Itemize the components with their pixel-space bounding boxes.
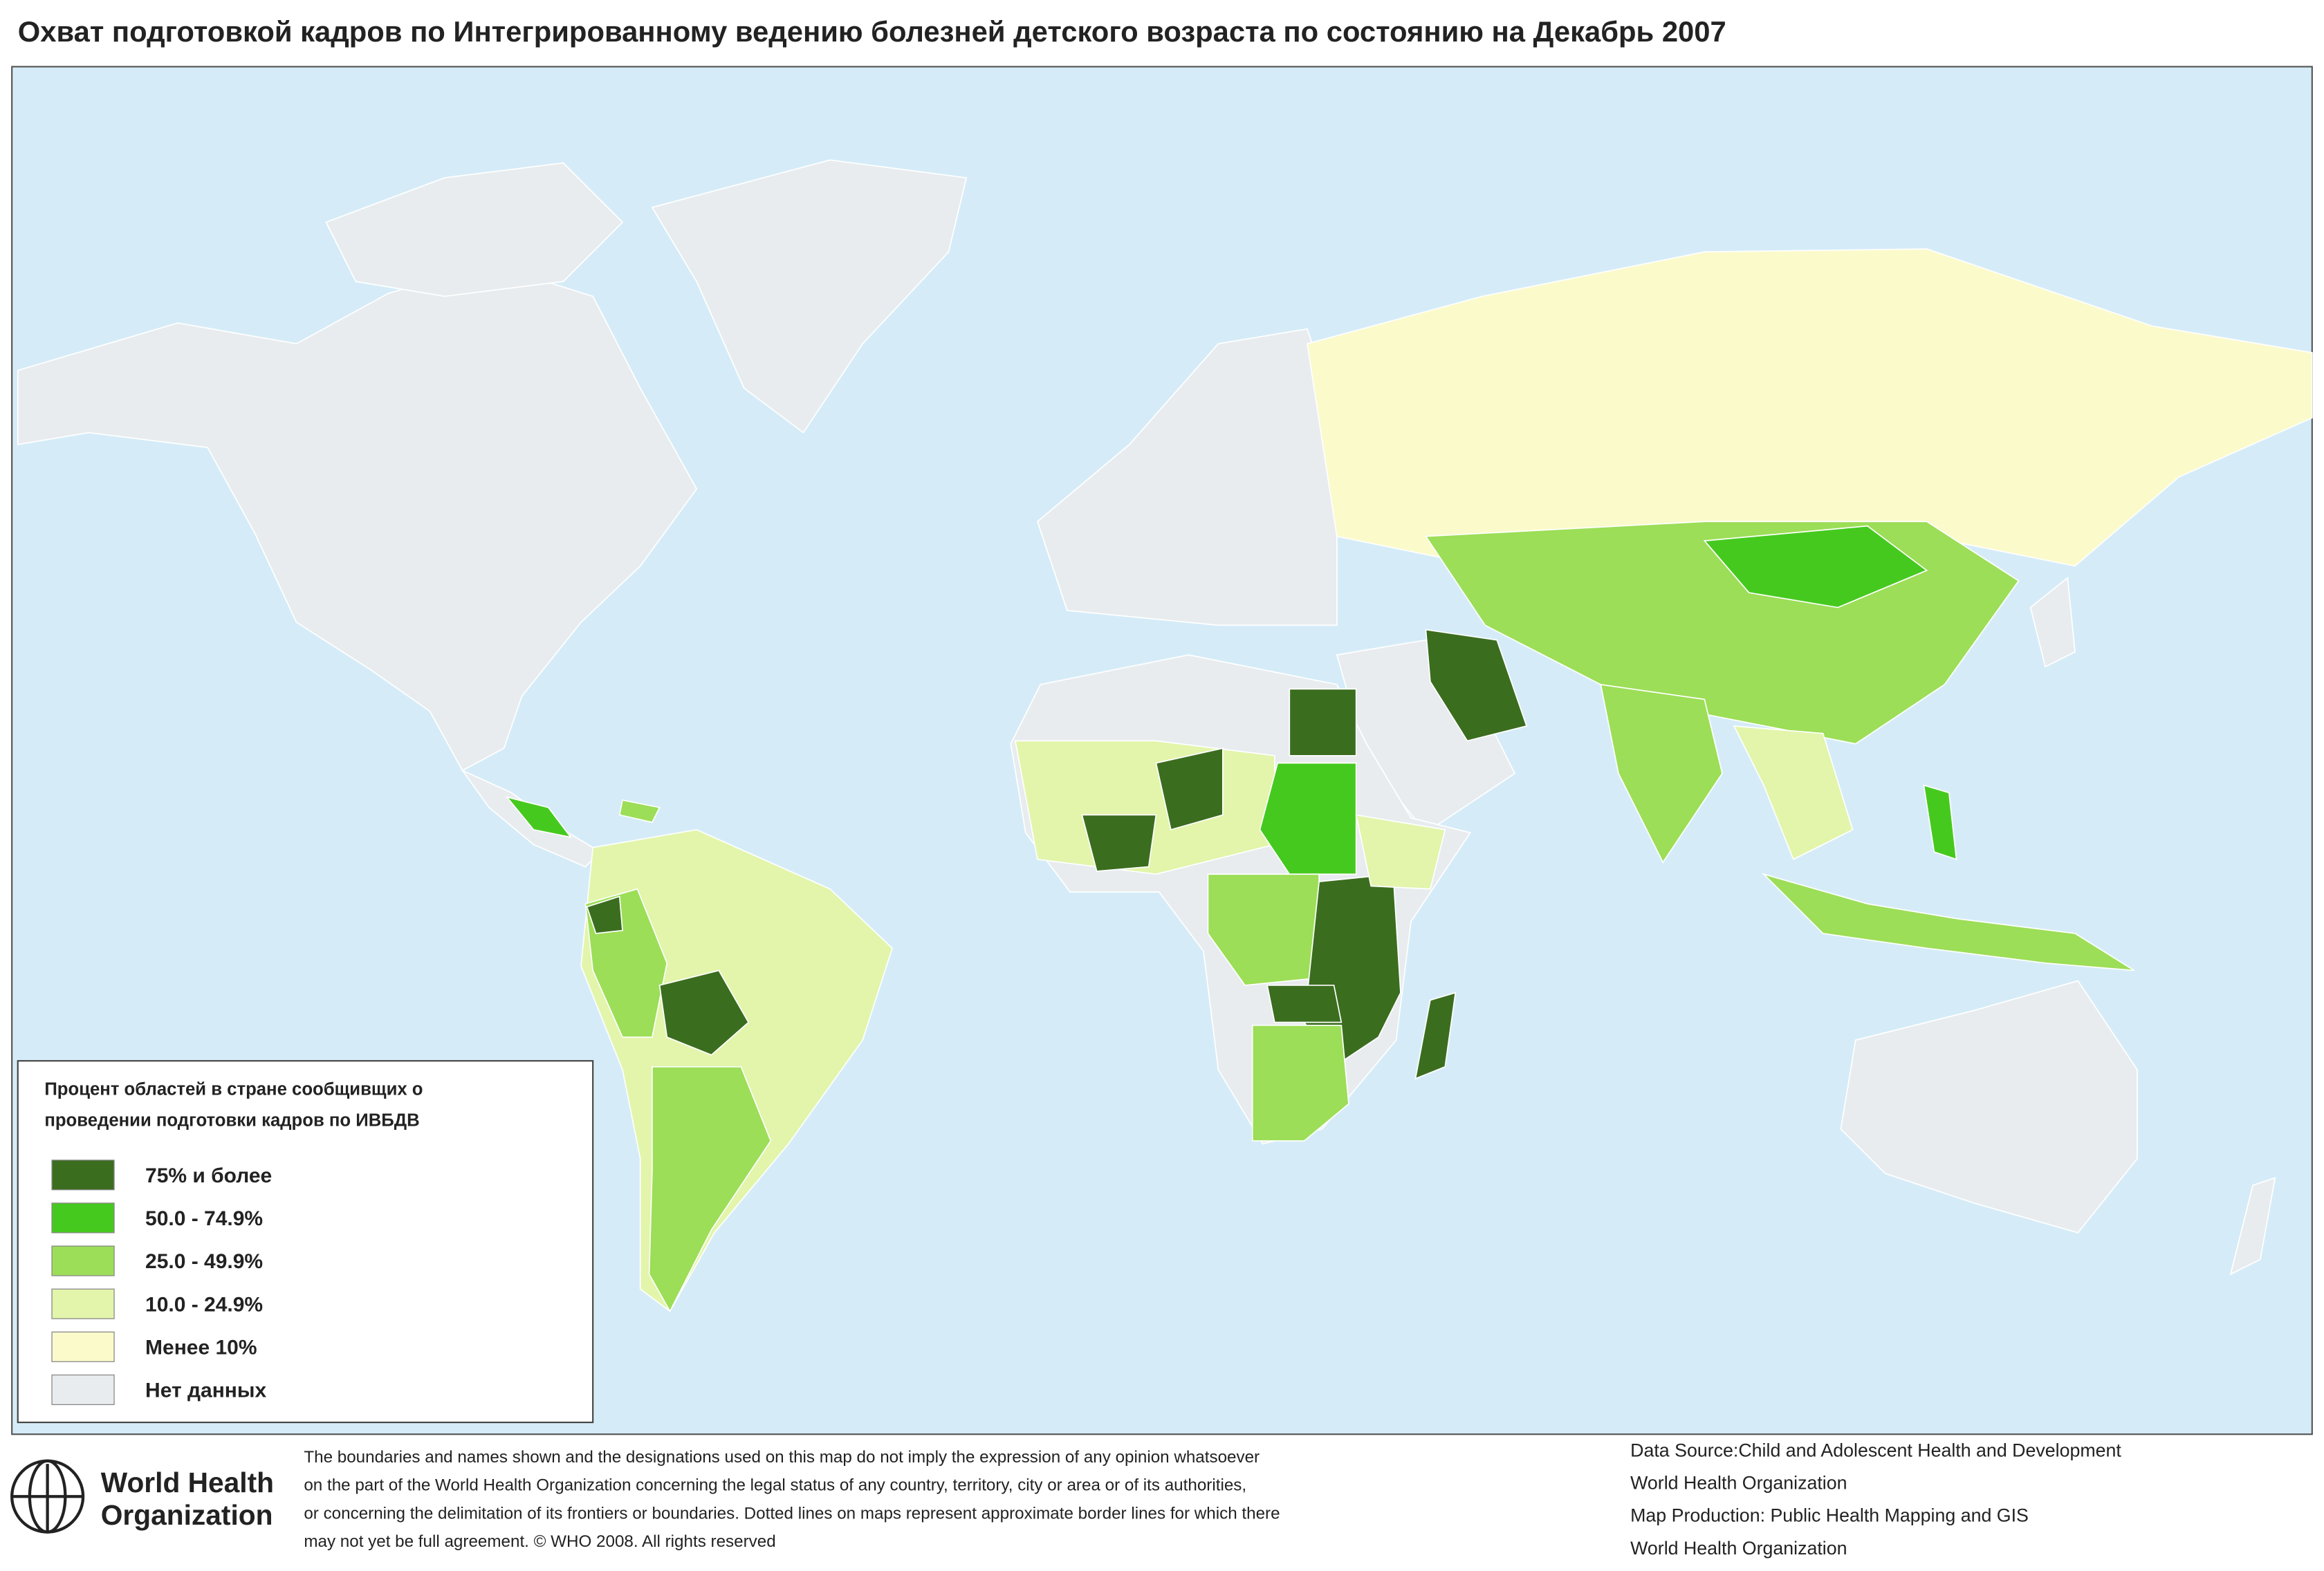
central-africa (1207, 873, 1320, 986)
title: Охват подготовкой кадров по Интегрирован… (18, 15, 1726, 48)
disclaimer-line: on the part of the World Health Organiza… (304, 1476, 1246, 1495)
legend-swatch (51, 1160, 115, 1191)
iran (1425, 629, 1528, 742)
source: Data Source:Child and Adolescent Health … (1630, 1440, 2121, 1558)
footer: World Health Organization The boundaries… (10, 1440, 2121, 1559)
legend-swatch (51, 1202, 115, 1234)
legend-swatch (51, 1374, 115, 1406)
legend-label: Нет данных (145, 1379, 266, 1402)
disclaimer-line: may not yet be full agreement. © WHO 200… (304, 1532, 775, 1551)
madagascar (1414, 992, 1457, 1080)
logo-text: World Health (101, 1467, 274, 1498)
ecuador (586, 895, 623, 934)
west-coast (1081, 814, 1157, 872)
india (1600, 683, 1723, 864)
egypt (1289, 688, 1357, 756)
philippines (1923, 784, 1957, 861)
europe (1037, 328, 1338, 626)
legend-box (17, 1060, 594, 1424)
australia (1840, 980, 2138, 1234)
legend-swatch (51, 1288, 115, 1319)
legend-label: 25.0 - 49.9% (145, 1250, 263, 1273)
legend-swatch (51, 1331, 115, 1362)
source-line: Data Source:Child and Adolescent Health … (1630, 1440, 2121, 1460)
legend-title: Процент областей в стране сообщивщих о (44, 1080, 423, 1099)
southeast-asia (1733, 725, 1854, 861)
source-line: Map Production: Public Health Mapping an… (1630, 1505, 2029, 1526)
ethiopia (1355, 814, 1446, 890)
who-emblem (10, 1459, 85, 1534)
greenland (651, 159, 968, 434)
new-zealand (2229, 1177, 2276, 1276)
argentina (648, 1066, 772, 1313)
arctic-islands (325, 162, 624, 297)
source-line: World Health Organization (1630, 1473, 1847, 1494)
legend: Процент областей в стране сообщивщих о п… (17, 1060, 594, 1424)
legend-swatch (51, 1245, 115, 1276)
source-line: World Health Organization (1630, 1538, 1847, 1559)
legend-label: 50.0 - 74.9% (145, 1207, 263, 1230)
central-america-region (505, 796, 573, 838)
niger-region (1155, 747, 1224, 831)
japan (2029, 577, 2076, 668)
logo-text: Organization (101, 1499, 273, 1531)
disclaimer-line: or concerning the delimitation of its fr… (304, 1504, 1280, 1523)
zambia-region (1266, 985, 1343, 1023)
disclaimer: The boundaries and names shown and the d… (304, 1448, 1280, 1551)
bolivia (658, 969, 750, 1056)
southern-africa (1251, 1024, 1349, 1142)
legend-label: Менее 10% (145, 1337, 257, 1359)
sudan (1259, 762, 1357, 875)
indonesia (1762, 873, 2135, 972)
mongolia (1703, 525, 1928, 608)
disclaimer-line: The boundaries and names shown and the d… (304, 1448, 1260, 1467)
legend-label: 10.0 - 24.9% (145, 1293, 263, 1316)
legend-title: проведении подготовки кадров по ИВБДВ (44, 1111, 419, 1131)
legend-label: 75% и более (145, 1164, 272, 1187)
caribbean (618, 799, 661, 824)
